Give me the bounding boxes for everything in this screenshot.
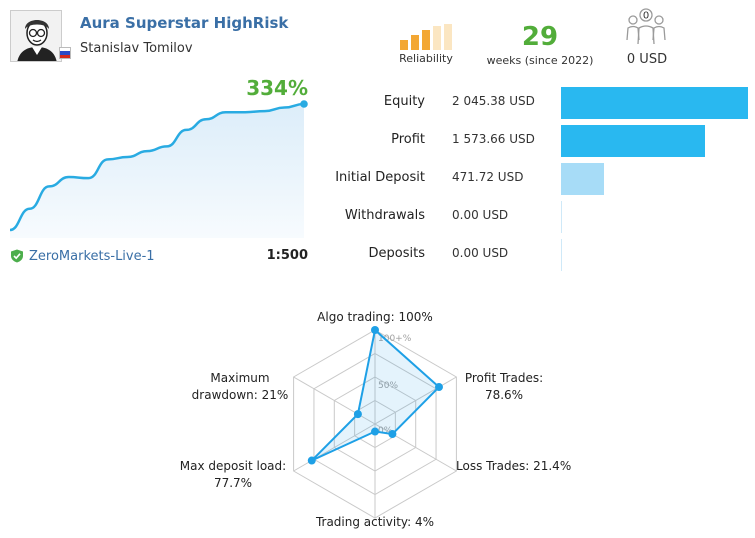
financial-value: 2 045.38 USD	[452, 94, 535, 108]
financial-label: Withdrawals	[344, 208, 425, 223]
weeks-value: 29	[521, 22, 559, 52]
financial-value: 0.00 USD	[452, 208, 509, 222]
financial-row-deposits: Deposits 0.00 USD	[320, 239, 750, 271]
leverage-value: 1:500	[266, 248, 308, 263]
radar-point	[371, 427, 379, 436]
author-name[interactable]: Stanislav Tomilov	[80, 41, 193, 56]
financial-label: Initial Deposit	[335, 170, 425, 185]
radar-grid-label: 50%	[378, 381, 398, 391]
radar-point	[388, 430, 397, 439]
radar-axis-line	[293, 423, 376, 472]
financial-row-withdrawals: Withdrawals 0.00 USD	[320, 201, 750, 233]
financial-label: Profit	[391, 132, 425, 147]
radar-chart: 100+% 50% 0%	[293, 326, 457, 519]
subscribers-count: 0	[643, 11, 649, 22]
growth-end-point	[300, 100, 308, 108]
radar-axis-line	[293, 376, 376, 425]
author-avatar[interactable]	[10, 10, 62, 62]
subscribers-icon: 0	[626, 8, 666, 45]
radar-point	[371, 326, 379, 334]
signal-name-link[interactable]: Aura Superstar HighRisk	[80, 14, 289, 32]
radar-axis-label: Max deposit load: 77.7%	[179, 459, 287, 490]
radar-grid-label: 0%	[378, 426, 393, 436]
financial-label: Equity	[383, 94, 425, 109]
russia-flag-icon	[59, 47, 71, 59]
broker-server[interactable]: ZeroMarkets-Live-1	[10, 247, 155, 265]
subscribers-funds: 0 USD	[626, 52, 668, 67]
financial-row-initial-deposit: Initial Deposit 471.72 USD	[320, 163, 750, 195]
financial-value: 0.00 USD	[452, 246, 509, 260]
radar-axis-label: Algo trading: 100%	[317, 310, 433, 324]
financial-value: 471.72 USD	[452, 170, 524, 184]
growth-area	[10, 104, 304, 238]
financial-row-equity: Equity 2 045.38 USD	[320, 87, 750, 119]
radar-axis-line	[374, 423, 457, 472]
radar-axis-line	[374, 376, 457, 425]
financial-label: Deposits	[368, 246, 425, 261]
broker-label[interactable]: ZeroMarkets-Live-1	[29, 248, 155, 264]
financial-bar	[561, 201, 562, 233]
radar-grid-label: 100+%	[378, 334, 412, 344]
radar-axis-label: Trading activity: 4%	[315, 515, 435, 529]
radar-axis-label: Maximum drawdown: 21%	[191, 371, 289, 402]
financial-value: 1 573.66 USD	[452, 132, 535, 146]
growth-chart[interactable]	[0, 90, 312, 238]
financial-bar	[561, 87, 748, 119]
radar-axis-label: Loss Trades: 21.4%	[456, 459, 572, 473]
verified-shield-icon	[11, 249, 23, 263]
financial-bar	[561, 239, 562, 271]
growth-line	[9, 102, 305, 232]
radar-point	[353, 410, 362, 419]
financial-row-profit: Profit 1 573.66 USD	[320, 125, 750, 157]
radar-point	[307, 456, 316, 465]
growth-value: 334%	[246, 76, 308, 100]
reliability-bars-icon	[400, 24, 452, 50]
financial-bar	[561, 163, 605, 195]
weeks-label: weeks (since 2022)	[486, 54, 594, 67]
radar-point	[434, 383, 443, 392]
financial-bar	[561, 125, 705, 157]
radar-axis-label: Profit Trades: 78.6%	[464, 371, 544, 402]
reliability-label: Reliability	[399, 52, 453, 65]
